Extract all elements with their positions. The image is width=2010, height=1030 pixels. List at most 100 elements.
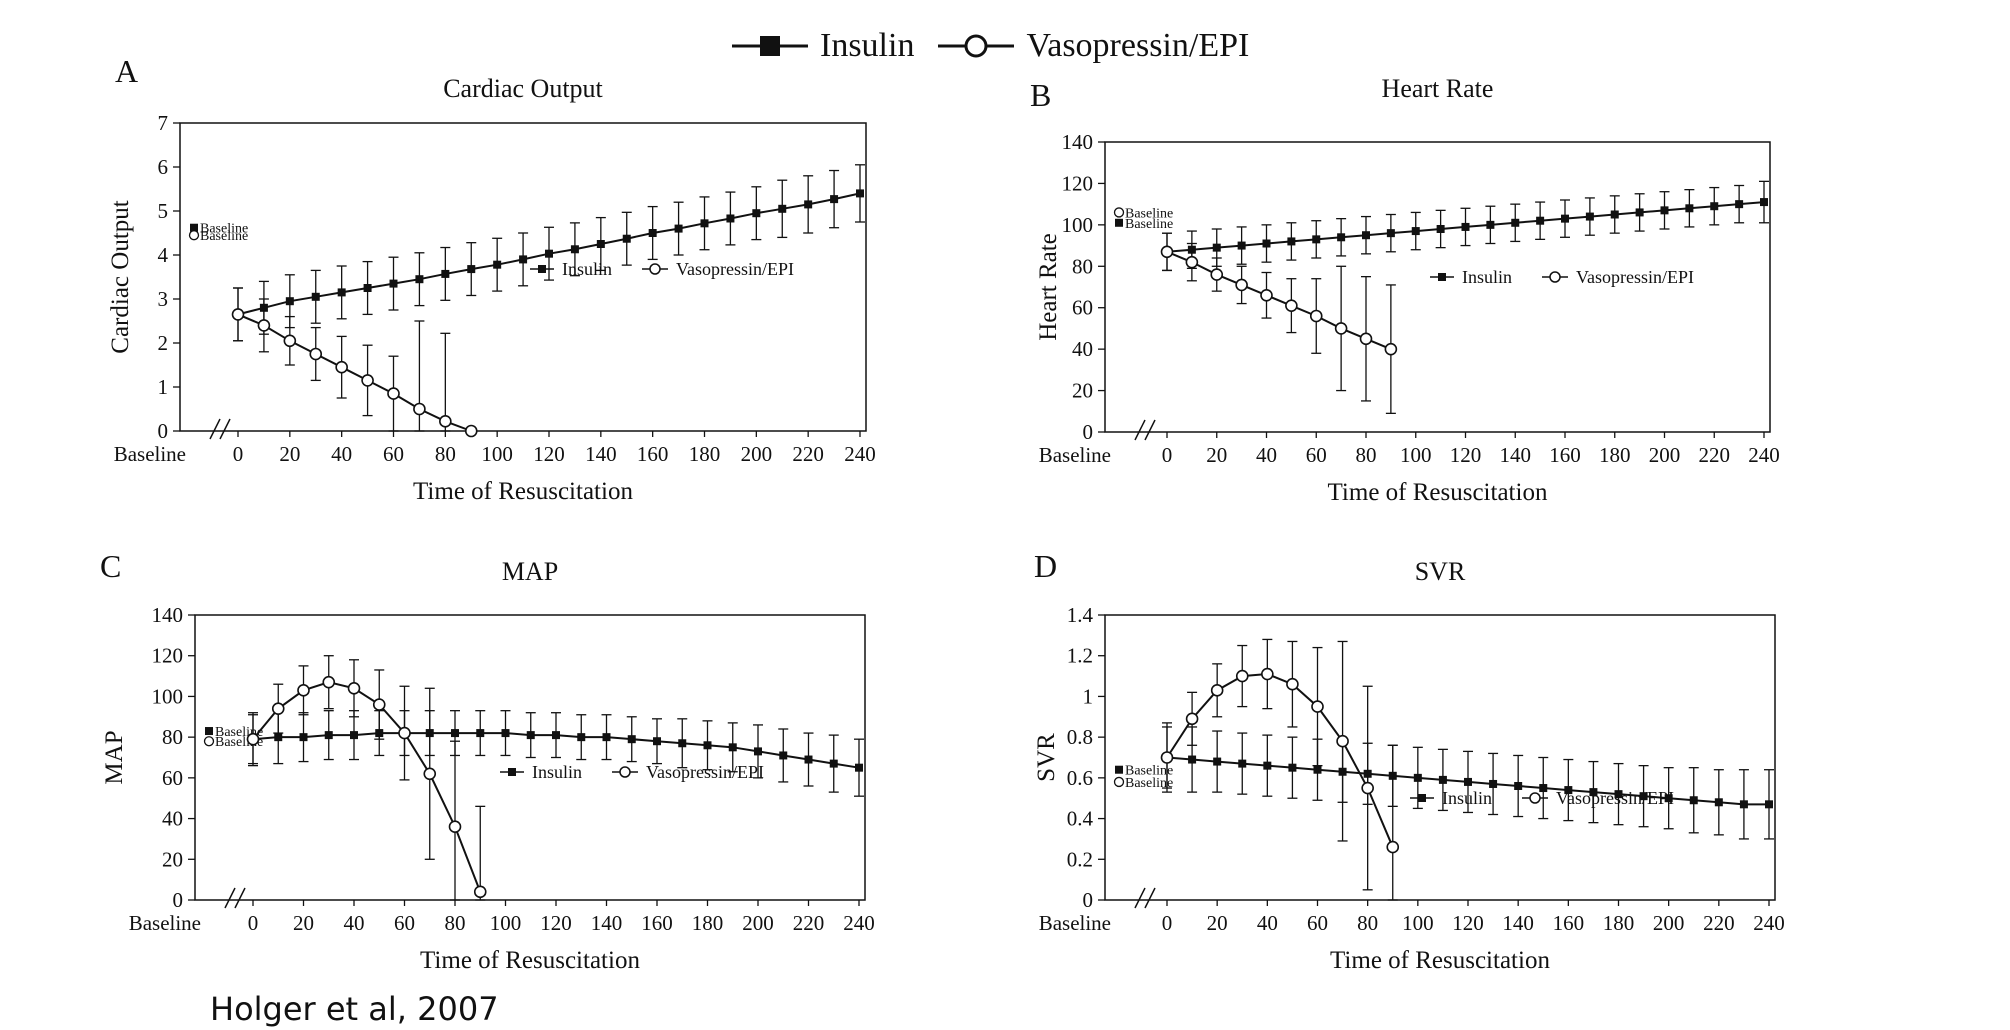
data-point-insulin [678,739,687,748]
x-tick-label-baseline: Baseline [1039,911,1111,935]
data-point-insulin [350,731,358,740]
data-point-insulin [1564,786,1573,795]
y-tick-label: 3 [158,287,169,311]
axis-break-mark [219,418,231,440]
y-tick-label: 5 [158,199,169,223]
y-tick-label: 0 [1083,888,1094,912]
data-point-vaso [1311,700,1324,713]
y-tick-label: 6 [158,155,169,179]
x-tick-label: 0 [1162,911,1173,935]
x-tick-label: 80 [445,911,466,935]
x-tick-label: 80 [1356,443,1377,467]
data-point-insulin [1238,759,1247,768]
data-point-vaso [1359,332,1373,346]
data-point-insulin [274,733,283,742]
data-point-insulin [754,747,762,756]
data-point-insulin [1539,784,1548,793]
data-point-insulin [1589,788,1598,797]
x-tick-label: 240 [843,911,875,935]
data-point-insulin [752,209,761,218]
data-point-insulin [596,240,605,248]
data-point-insulin [1689,796,1698,805]
baseline-point-insulin [1115,765,1123,774]
data-point-insulin [856,189,864,198]
source-citation: Holger et al, 2007 [210,990,499,1028]
y-tick-label: 60 [1072,296,1093,320]
x-tick-label: 220 [1699,443,1731,467]
data-point-vaso [1185,255,1199,269]
baseline-point-vaso [188,230,200,241]
x-tick-label: 60 [1306,443,1327,467]
data-point-insulin [1685,204,1694,213]
y-tick-label: 140 [1062,130,1094,154]
data-point-insulin [855,763,863,772]
data-point-insulin [1760,198,1768,207]
series-line-vaso [252,681,482,893]
inline-legend-marker-vaso [619,766,631,778]
x-tick-label: 20 [1207,911,1228,935]
data-point-insulin [1262,239,1271,248]
y-tick-label: 1 [158,375,169,399]
x-tick-label: 0 [248,911,259,935]
x-axis-label: Time of Resuscitation [413,478,633,505]
data-point-insulin [1188,755,1197,764]
y-tick-label: 20 [1072,379,1093,403]
data-point-insulin [1710,202,1719,211]
data-point-insulin [602,733,611,742]
data-point-vaso [335,360,348,374]
inline-legend-marker-insulin [1438,273,1446,281]
data-point-insulin [337,288,346,297]
data-point-vaso [347,681,361,695]
inline-legend-label-insulin: Insulin [1462,267,1512,287]
data-point-insulin [1461,222,1470,231]
x-tick-label: 60 [1307,911,1328,935]
panel-c: C MAP 0 20 40 60 80 100 120 140 0 20 40 60 80 100 120 14… [100,540,1000,990]
axis-break-mark [1144,419,1156,441]
x-tick-label: 140 [1502,911,1534,935]
data-point-insulin [1312,235,1321,244]
data-point-vaso [322,675,336,689]
data-point-insulin [1438,775,1447,784]
data-point-insulin [526,731,535,740]
data-point-insulin [726,214,735,223]
y-tick-label: 60 [162,766,183,790]
x-tick-label: 180 [1599,443,1631,467]
legend-label-insulin: Insulin [820,27,915,64]
legend-label-vaso: Vasopressin/EPI [1026,27,1250,64]
data-point-insulin [1287,237,1296,246]
inline-legend-label-vaso: Vasopressin/EPI [1556,788,1674,808]
data-point-insulin [299,733,308,742]
data-point-insulin [1464,777,1472,786]
chart-title: Cardiac Output [443,74,603,103]
axis-break-mark [1134,419,1146,441]
x-tick-label: 20 [1206,443,1227,467]
data-point-insulin [285,297,294,306]
data-point-vaso [257,319,271,332]
data-point-insulin [545,249,553,258]
x-tick-label: 180 [1603,911,1635,935]
y-tick-label: 0.2 [1067,847,1093,871]
x-tick-label: 0 [1162,443,1173,467]
x-tick-label: 40 [331,442,352,466]
plot-frame [1104,614,1776,901]
data-point-insulin [700,219,709,228]
x-tick-label: 240 [1748,443,1780,467]
x-tick-label: 100 [1402,911,1434,935]
x-tick-label: 120 [540,911,572,935]
y-axis-label: MAP [101,730,128,784]
data-point-insulin [779,751,788,760]
y-tick-label: 1.4 [1067,603,1094,627]
y-tick-label: 20 [162,847,183,871]
y-tick-label: 0.4 [1067,807,1094,831]
data-point-insulin [1739,800,1748,809]
data-point-insulin [552,731,560,740]
data-point-vaso [1361,781,1374,795]
y-tick-label: 4 [158,243,169,267]
x-tick-label: 120 [1450,443,1482,467]
x-tick-label: 40 [1256,443,1277,467]
x-tick-label: 160 [641,911,673,935]
x-tick-label: 200 [741,442,773,466]
baseline-point-insulin [1115,218,1123,227]
data-point-insulin [1411,227,1420,236]
data-point-insulin [577,733,586,742]
